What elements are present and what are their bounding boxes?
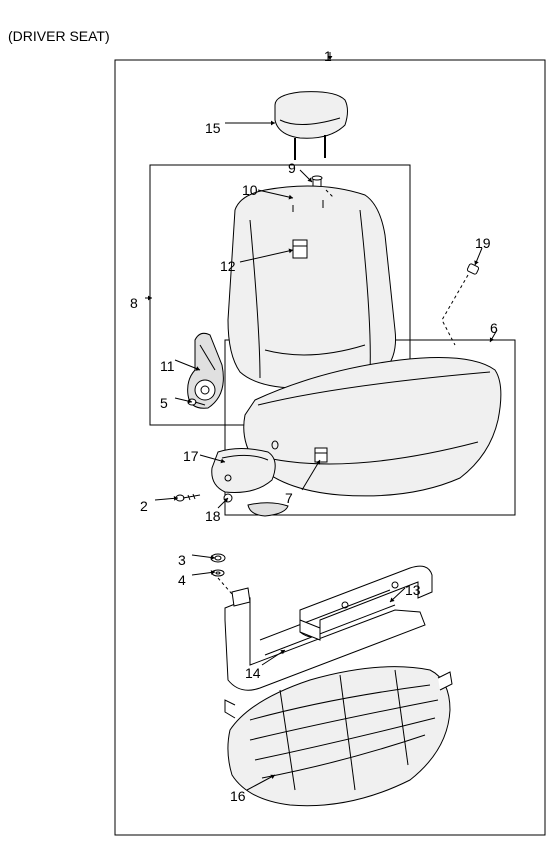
callout-11: 11	[160, 358, 175, 374]
diagram-svg	[0, 0, 554, 849]
screw-2	[176, 494, 200, 501]
callout-2: 2	[140, 498, 148, 514]
headrest-part	[275, 92, 348, 160]
hook-19	[467, 263, 479, 274]
callout-18: 18	[205, 508, 221, 524]
dash-line-1	[442, 275, 468, 345]
washer-4	[212, 570, 224, 576]
callout-14: 14	[245, 665, 261, 681]
callout-19: 19	[475, 235, 491, 251]
callout-17: 17	[183, 448, 199, 464]
callout-7: 7	[285, 490, 293, 506]
side-cover-17	[212, 449, 275, 493]
callout-8: 8	[130, 295, 138, 311]
callout-1: 1	[324, 48, 332, 64]
seat-back-part	[228, 186, 396, 388]
recliner-part	[188, 333, 224, 408]
callout-10: 10	[242, 182, 258, 198]
callout-16: 16	[230, 788, 246, 804]
callout-3: 3	[178, 552, 186, 568]
diagram-canvas: (DRIVER SEAT)	[0, 0, 554, 849]
dash-line-3	[218, 578, 232, 594]
callout-13: 13	[405, 582, 421, 598]
callout-12: 12	[220, 258, 236, 274]
callout-15: 15	[205, 120, 221, 136]
callout-5: 5	[160, 395, 168, 411]
callout-9: 9	[288, 160, 296, 176]
callout-4: 4	[178, 572, 186, 588]
callout-6: 6	[490, 320, 498, 336]
lever-part	[248, 503, 288, 516]
